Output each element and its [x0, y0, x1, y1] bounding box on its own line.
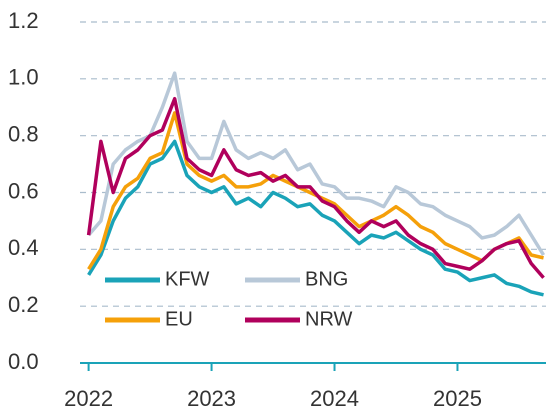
x-tick-label: 2023 — [187, 386, 236, 411]
y-tick-label: 0.2 — [8, 292, 39, 317]
x-tick-label: 2024 — [310, 386, 359, 411]
legend-label: KFW — [165, 268, 210, 290]
legend-label: BNG — [305, 268, 348, 290]
y-tick-label: 1.2 — [8, 8, 39, 33]
y-tick-label: 0.4 — [8, 235, 39, 260]
y-tick-label: 1.0 — [8, 65, 39, 90]
x-tick-label: 2025 — [433, 386, 482, 411]
series-line — [87, 71, 546, 256]
y-tick-label: 0.8 — [8, 121, 39, 146]
legend-label: NRW — [305, 308, 353, 330]
y-tick-label: 0.6 — [8, 178, 39, 203]
series-line — [87, 139, 544, 297]
legend-label: EU — [165, 308, 193, 330]
series-line — [86, 96, 545, 279]
y-tick-label: 0.0 — [8, 349, 39, 374]
x-tick-label: 2022 — [64, 386, 113, 411]
series-line — [87, 111, 544, 271]
